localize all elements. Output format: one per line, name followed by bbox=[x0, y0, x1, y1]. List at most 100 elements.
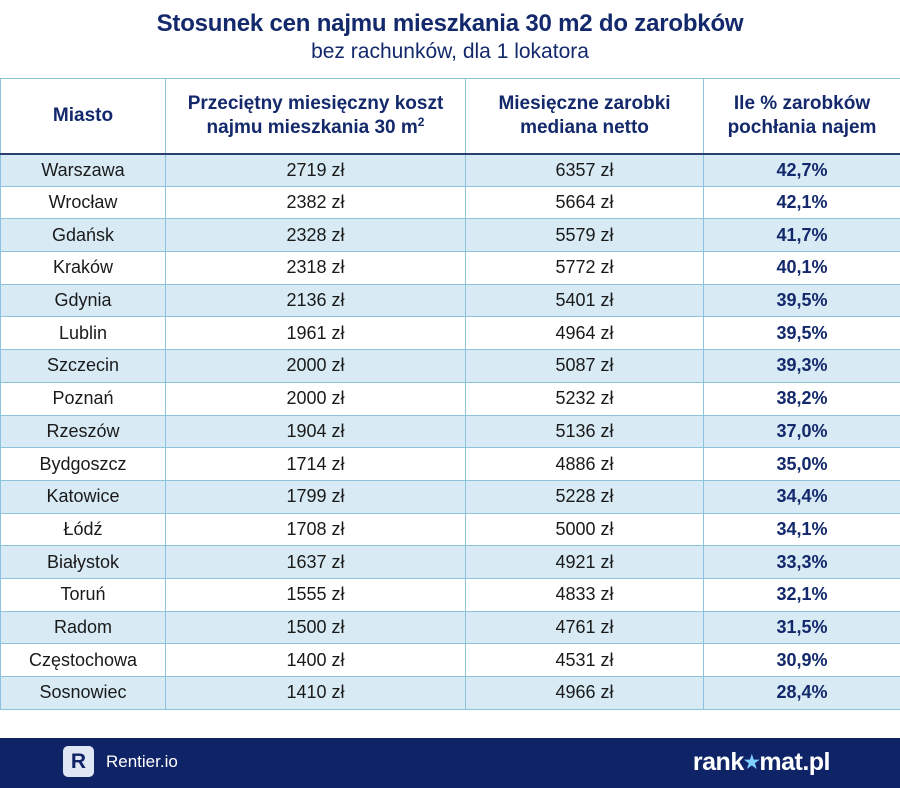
cell-city: Lublin bbox=[0, 316, 166, 351]
cell-rent: 2136 zł bbox=[165, 283, 466, 318]
cell-city: Wrocław bbox=[0, 185, 166, 220]
table-body: Warszawa 2719 zł 6357 zł 42,7% Wrocław 2382 z… bbox=[0, 153, 900, 710]
cell-share: 40,1% bbox=[703, 251, 900, 285]
cell-city: Gdańsk bbox=[0, 218, 166, 253]
cell-share: 34,4% bbox=[703, 479, 900, 514]
table-row: Rzeszów 1904 zł 5136 zł 37,0% bbox=[0, 414, 900, 449]
cell-share: 41,7% bbox=[703, 218, 900, 253]
cell-share: 39,5% bbox=[703, 316, 900, 351]
cell-city: Katowice bbox=[0, 479, 166, 514]
cell-salary: 4921 zł bbox=[465, 545, 704, 579]
table-row: Radom 1500 zł 4761 zł 31,5% bbox=[0, 610, 900, 645]
cell-city: Sosnowiec bbox=[0, 676, 166, 710]
cell-rent: 2000 zł bbox=[165, 381, 466, 416]
cell-salary: 4761 zł bbox=[465, 610, 704, 645]
cell-city: Rzeszów bbox=[0, 414, 166, 449]
table-row: Szczecin 2000 zł 5087 zł 39,3% bbox=[0, 349, 900, 383]
cell-share: 39,5% bbox=[703, 283, 900, 318]
cell-city: Białystok bbox=[0, 545, 166, 579]
cell-salary: 5232 zł bbox=[465, 381, 704, 416]
chart-title: Stosunek cen najmu mieszkania 30 m2 do z… bbox=[156, 10, 744, 37]
chart-subtitle: bez rachunków, dla 1 lokatora bbox=[311, 40, 589, 63]
cell-share: 28,4% bbox=[703, 676, 900, 710]
table-row: Łódź 1708 zł 5000 zł 34,1% bbox=[0, 512, 900, 547]
table-row: Częstochowa 1400 zł 4531 zł 30,9% bbox=[0, 643, 900, 677]
table-row: Warszawa 2719 zł 6357 zł 42,7% bbox=[0, 153, 900, 187]
rent-table: Miasto Przeciętny miesięczny koszt najmu… bbox=[0, 78, 900, 710]
cell-city: Kraków bbox=[0, 251, 166, 285]
cell-share: 42,7% bbox=[703, 153, 900, 187]
cell-rent: 1799 zł bbox=[165, 479, 466, 514]
cell-city: Bydgoszcz bbox=[0, 447, 166, 481]
cell-salary: 6357 zł bbox=[465, 153, 704, 187]
cell-rent: 2328 zł bbox=[165, 218, 466, 253]
cell-share: 34,1% bbox=[703, 512, 900, 547]
cell-salary: 5136 zł bbox=[465, 414, 704, 449]
rankomat-brand: rank★mat.pl bbox=[692, 748, 831, 777]
cell-salary: 5772 zł bbox=[465, 251, 704, 285]
table-row: Gdynia 2136 zł 5401 zł 39,5% bbox=[0, 283, 900, 318]
star-icon: ★ bbox=[743, 752, 760, 772]
cell-city: Łódź bbox=[0, 512, 166, 547]
cell-share: 39,3% bbox=[703, 349, 900, 383]
cell-city: Toruń bbox=[0, 577, 166, 612]
cell-share: 37,0% bbox=[703, 414, 900, 449]
cell-share: 38,2% bbox=[703, 381, 900, 416]
cell-rent: 1904 zł bbox=[165, 414, 466, 449]
cell-share: 31,5% bbox=[703, 610, 900, 645]
cell-salary: 5087 zł bbox=[465, 349, 704, 383]
cell-salary: 5664 zł bbox=[465, 185, 704, 220]
table-row: Sosnowiec 1410 zł 4966 zł 28,4% bbox=[0, 676, 900, 710]
cell-rent: 2719 zł bbox=[165, 153, 466, 187]
cell-rent: 1961 zł bbox=[165, 316, 466, 351]
cell-salary: 5228 zł bbox=[465, 479, 704, 514]
column-header-salary-line2: mediana netto bbox=[520, 116, 649, 138]
cell-share: 35,0% bbox=[703, 447, 900, 481]
cell-rent: 1400 zł bbox=[165, 643, 466, 677]
cell-salary: 5000 zł bbox=[465, 512, 704, 547]
column-header-rent: Przeciętny miesięczny koszt najmu mieszk… bbox=[165, 78, 466, 155]
cell-city: Szczecin bbox=[0, 349, 166, 383]
cell-share: 32,1% bbox=[703, 577, 900, 612]
rankomat-brand-part1: rank bbox=[692, 748, 744, 776]
column-header-share: Ile % zarobków pochłania najem bbox=[703, 78, 900, 155]
table-row: Lublin 1961 zł 4964 zł 39,5% bbox=[0, 316, 900, 351]
footer-bar: R Rentier.io rank★mat.pl bbox=[0, 738, 900, 788]
cell-rent: 1637 zł bbox=[165, 545, 466, 579]
table-row: Toruń 1555 zł 4833 zł 32,1% bbox=[0, 577, 900, 612]
cell-salary: 5579 zł bbox=[465, 218, 704, 253]
cell-city: Radom bbox=[0, 610, 166, 645]
cell-salary: 5401 zł bbox=[465, 283, 704, 318]
cell-share: 30,9% bbox=[703, 643, 900, 677]
table-row: Kraków 2318 zł 5772 zł 40,1% bbox=[0, 251, 900, 285]
cell-salary: 4966 zł bbox=[465, 676, 704, 710]
cell-rent: 2382 zł bbox=[165, 185, 466, 220]
cell-salary: 4833 zł bbox=[465, 577, 704, 612]
cell-share: 33,3% bbox=[703, 545, 900, 579]
rentier-logo-icon: R bbox=[63, 746, 94, 777]
cell-city: Gdynia bbox=[0, 283, 166, 318]
cell-city: Częstochowa bbox=[0, 643, 166, 677]
table-row: Gdańsk 2328 zł 5579 zł 41,7% bbox=[0, 218, 900, 253]
column-header-salary: Miesięczne zarobki mediana netto bbox=[465, 78, 704, 155]
cell-city: Warszawa bbox=[0, 153, 166, 187]
cell-rent: 1708 zł bbox=[165, 512, 466, 547]
table-row: Wrocław 2382 zł 5664 zł 42,1% bbox=[0, 185, 900, 220]
column-header-salary-line1: Miesięczne zarobki bbox=[498, 92, 671, 114]
cell-rent: 1555 zł bbox=[165, 577, 466, 612]
table-row: Katowice 1799 zł 5228 zł 34,4% bbox=[0, 479, 900, 514]
column-header-city-label: Miasto bbox=[52, 104, 114, 126]
rankomat-brand-part2: mat.pl bbox=[759, 748, 830, 776]
column-header-share-line1: Ile % zarobków bbox=[733, 92, 871, 114]
rentier-brand: Rentier.io bbox=[106, 752, 178, 771]
cell-rent: 1714 zł bbox=[165, 447, 466, 481]
cell-rent: 1410 zł bbox=[165, 676, 466, 710]
cell-rent: 2000 zł bbox=[165, 349, 466, 383]
table-row: Białystok 1637 zł 4921 zł 33,3% bbox=[0, 545, 900, 579]
superscript-two: 2 bbox=[417, 114, 425, 129]
cell-salary: 4531 zł bbox=[465, 643, 704, 677]
column-header-city: Miasto bbox=[0, 78, 166, 155]
table-row: Bydgoszcz 1714 zł 4886 zł 35,0% bbox=[0, 447, 900, 481]
cell-salary: 4886 zł bbox=[465, 447, 704, 481]
column-header-share-line2: pochłania najem bbox=[727, 116, 877, 138]
